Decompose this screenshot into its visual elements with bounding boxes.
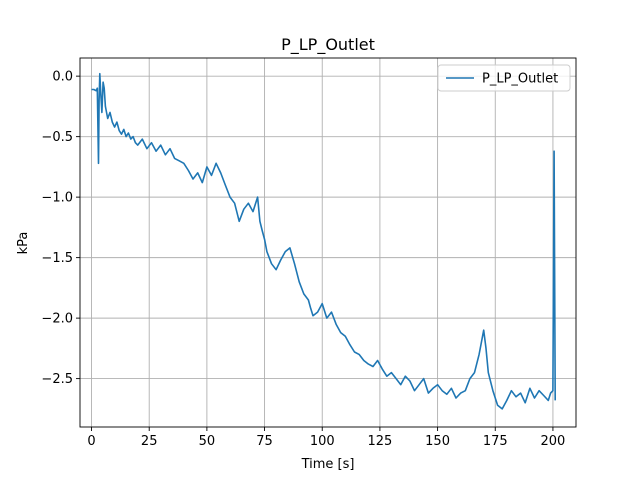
x-tick-label: 125 <box>367 434 392 449</box>
x-axis-label: Time [s] <box>301 457 355 472</box>
y-tick-label: −2.0 <box>41 312 73 327</box>
x-tick-label: 0 <box>87 434 95 449</box>
y-tick-label: −1.5 <box>41 251 73 266</box>
legend-box <box>437 64 571 92</box>
y-tick-label: −2.5 <box>41 372 73 387</box>
y-tick-label: 0.0 <box>52 70 73 85</box>
x-tick-label: 175 <box>483 434 508 449</box>
legend-label: P_LP_Outlet <box>482 72 558 87</box>
y-axis-label: kPa <box>16 232 31 255</box>
axis-ticks: 0 25 50 75 100 125 150 175 200 0.0 −0.5 −1.0 −1.5 −2.… <box>41 70 565 449</box>
y-tick-label: −1.0 <box>41 191 73 206</box>
y-tick-label: −0.5 <box>41 130 73 145</box>
x-tick-label: 50 <box>199 434 216 449</box>
x-tick-label: 200 <box>541 434 566 449</box>
x-tick-label: 100 <box>310 434 335 449</box>
series-layer <box>91 72 557 410</box>
x-tick-label: 75 <box>256 434 273 449</box>
series-line-0 <box>91 72 557 410</box>
legend: P_LP_Outlet <box>437 64 571 92</box>
plot-frame <box>79 57 577 428</box>
x-tick-label: 150 <box>425 434 450 449</box>
chart-title: P_LP_Outlet <box>281 35 375 55</box>
x-tick-label: 25 <box>141 434 158 449</box>
